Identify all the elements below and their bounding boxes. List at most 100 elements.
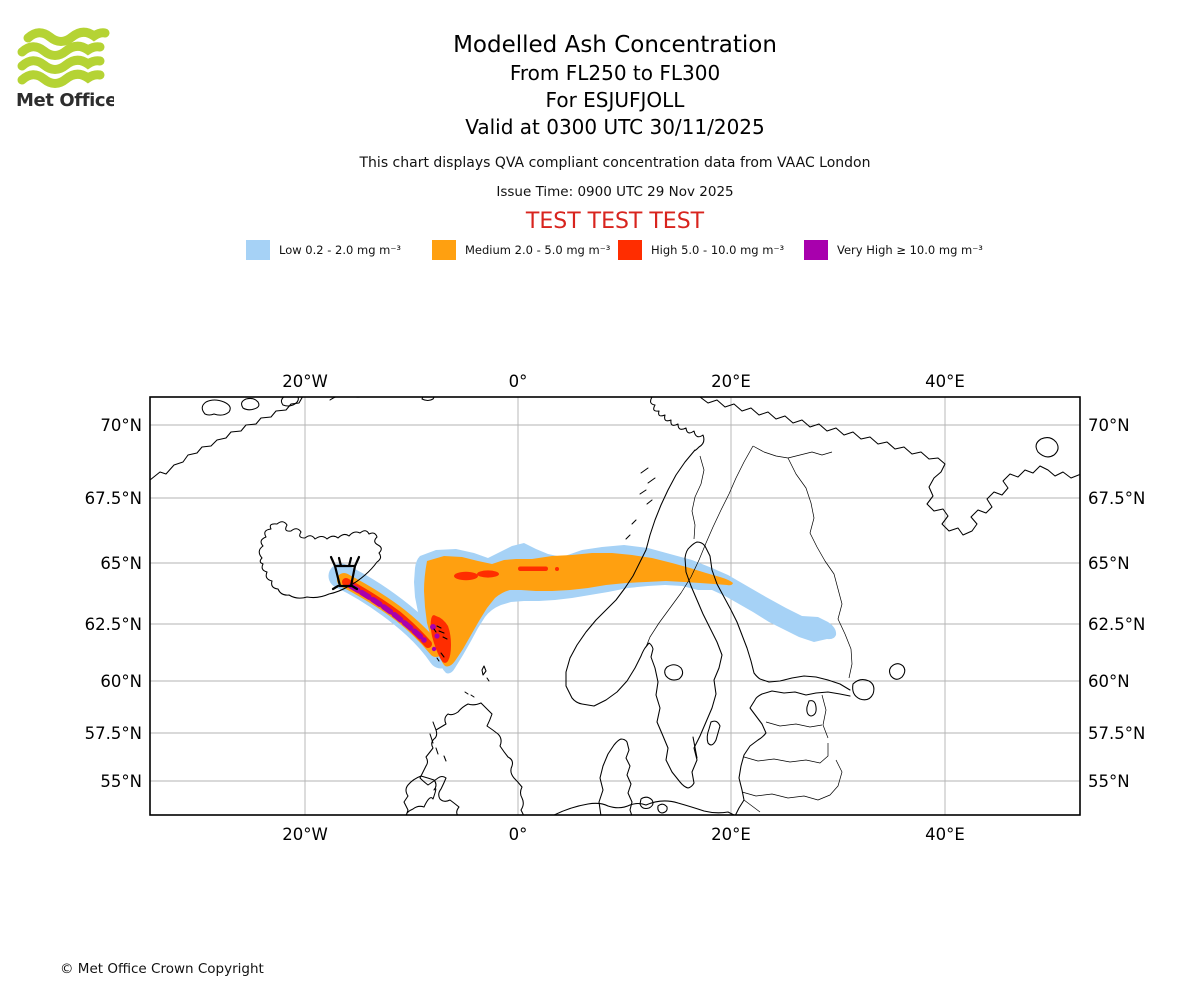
- coastline-hebrides: [429, 721, 447, 762]
- coastline-ireland: [403, 775, 437, 815]
- coastline-baltic-states: [734, 690, 851, 815]
- chart-description: This chart displays QVA compliant concen…: [359, 155, 871, 171]
- coastline-danish-islands: [639, 796, 668, 814]
- lon-tick-label: 0°: [509, 825, 528, 844]
- legend-label-very-high: Very High ≥ 10.0 mg m⁻³: [837, 243, 983, 257]
- coastline-scandinavia: [565, 397, 851, 789]
- island-oland: [692, 736, 698, 759]
- coastline-scotland-west: [419, 702, 482, 815]
- coastline-shetland-orkney: [464, 665, 490, 698]
- volcano-marker: [329, 555, 361, 591]
- lon-tick-label: 20°W: [282, 372, 328, 391]
- border-kaliningrad: [743, 799, 761, 813]
- lake-peipus: [806, 700, 817, 717]
- logo-wave-2: [17, 41, 105, 60]
- border-finland-russia: [787, 457, 853, 679]
- copyright-notice: © Met Office Crown Copyright: [60, 961, 264, 977]
- lat-tick-label: 65°N: [1088, 554, 1130, 573]
- ash-plume-very-high-spot: [434, 633, 440, 639]
- legend-item-medium: Medium 2.0 - 5.0 mg m⁻³: [432, 240, 618, 260]
- lat-tick-label: 60°N: [100, 672, 142, 691]
- coastline-kola-whitesea: [699, 397, 1080, 536]
- issue-time: Issue Time: 0900 UTC 29 Nov 2025: [496, 184, 734, 200]
- graticule: [150, 397, 1080, 815]
- lake-ladoga: [852, 679, 875, 701]
- border-estonia-russia: [821, 694, 829, 739]
- coastline-faroe-islands: [433, 625, 448, 662]
- met-office-logo-waves: Met Office: [16, 27, 118, 111]
- lat-axis-right: 70°N 67.5°N 65°N 62.5°N 60°N 57.5°N 55°N: [1088, 416, 1145, 791]
- lat-tick-label: 57.5°N: [85, 724, 142, 743]
- legend-item-very-high: Very High ≥ 10.0 mg m⁻³: [804, 240, 990, 260]
- border-sweden-finland: [691, 455, 705, 540]
- map-frame: [149, 396, 1081, 816]
- border-norway-sweden: [645, 445, 754, 648]
- coastline-denmark: [598, 738, 633, 815]
- lake-onega: [888, 663, 906, 680]
- ash-plume-high-patch: [518, 566, 548, 571]
- border-norway-russia: [752, 445, 833, 459]
- met-office-logo: Met Office: [14, 26, 118, 116]
- lat-tick-label: 70°N: [100, 416, 142, 435]
- lon-axis-bottom: 20°W 0° 20°E 40°E: [282, 825, 965, 844]
- lon-tick-label: 0°: [509, 372, 528, 391]
- legend-swatch-very-high: [804, 240, 828, 260]
- coastlines: [150, 397, 1080, 815]
- lat-tick-label: 62.5°N: [1088, 615, 1145, 634]
- legend-swatch-high: [618, 240, 642, 260]
- border-lithuania-belarus: [741, 759, 843, 801]
- coastline-kola-lake: [1035, 437, 1059, 458]
- subtitle-valid-time: Valid at 0300 UTC 30/11/2025: [465, 115, 765, 139]
- legend-swatch-low: [246, 240, 270, 260]
- logo-brand-text: Met Office: [16, 90, 114, 111]
- lat-tick-label: 67.5°N: [85, 489, 142, 508]
- island-gotland: [706, 720, 721, 746]
- legend-label-low: Low 0.2 - 2.0 mg m⁻³: [279, 243, 402, 257]
- coastline-greenland-islands: [201, 397, 363, 416]
- page-title: Modelled Ash Concentration: [453, 32, 777, 58]
- lat-tick-label: 55°N: [1088, 772, 1130, 791]
- coastline-south-baltic: [552, 800, 736, 815]
- lat-tick-label: 55°N: [100, 772, 142, 791]
- ash-plume-high-patch: [454, 571, 478, 581]
- logo-wave-4: [17, 69, 105, 88]
- lat-axis-left: 70°N 67.5°N 65°N 62.5°N 60°N 57.5°N 55°N: [85, 416, 142, 791]
- logo-wave-3: [17, 55, 105, 74]
- coastline-jan-mayen: [421, 397, 435, 402]
- title-block: Modelled Ash Concentration From FL250 to…: [150, 0, 1080, 234]
- ash-plume-medium-area: [424, 553, 733, 667]
- ash-plume-very-high-spot: [431, 646, 437, 652]
- lat-tick-label: 57.5°N: [1088, 724, 1145, 743]
- lon-tick-label: 20°E: [711, 372, 751, 391]
- border-latvia-lithuania: [743, 743, 829, 764]
- ash-plume-very-high-spot: [430, 624, 436, 630]
- legend: Low 0.2 - 2.0 mg m⁻³ Medium 2.0 - 5.0 mg…: [246, 240, 1006, 260]
- national-borders: [645, 445, 853, 813]
- lat-tick-label: 67.5°N: [1088, 489, 1145, 508]
- lat-tick-label: 60°N: [1088, 672, 1130, 691]
- legend-item-low: Low 0.2 - 2.0 mg m⁻³: [246, 240, 432, 260]
- subtitle-flight-levels: From FL250 to FL300: [509, 61, 721, 85]
- ash-plume-very-high-band: [348, 583, 427, 643]
- coastline-greenland: [150, 397, 304, 481]
- legend-item-high: High 5.0 - 10.0 mg m⁻³: [618, 240, 804, 260]
- lon-tick-label: 20°W: [282, 825, 328, 844]
- ash-plume-high-patch: [555, 567, 559, 571]
- ash-plume-very-high: [348, 583, 440, 652]
- coastline-scotland-east: [480, 702, 525, 815]
- subtitle-volcano: For ESJUFJOLL: [545, 88, 685, 112]
- border-estonia-latvia: [765, 721, 823, 728]
- lat-tick-label: 62.5°N: [85, 615, 142, 634]
- legend-swatch-medium: [432, 240, 456, 260]
- lon-axis-top: 20°W 0° 20°E 40°E: [282, 372, 965, 391]
- lake-vanern: [664, 664, 684, 681]
- lon-tick-label: 40°E: [925, 825, 965, 844]
- coastline-iceland: [258, 521, 382, 599]
- lat-tick-label: 65°N: [100, 554, 142, 573]
- logo-wave-1: [23, 27, 110, 46]
- coastline-lofoten-islands: [625, 467, 656, 540]
- test-banner: TEST TEST TEST: [525, 209, 705, 234]
- lat-tick-label: 70°N: [1088, 416, 1130, 435]
- ash-plume-high-patch: [477, 570, 499, 578]
